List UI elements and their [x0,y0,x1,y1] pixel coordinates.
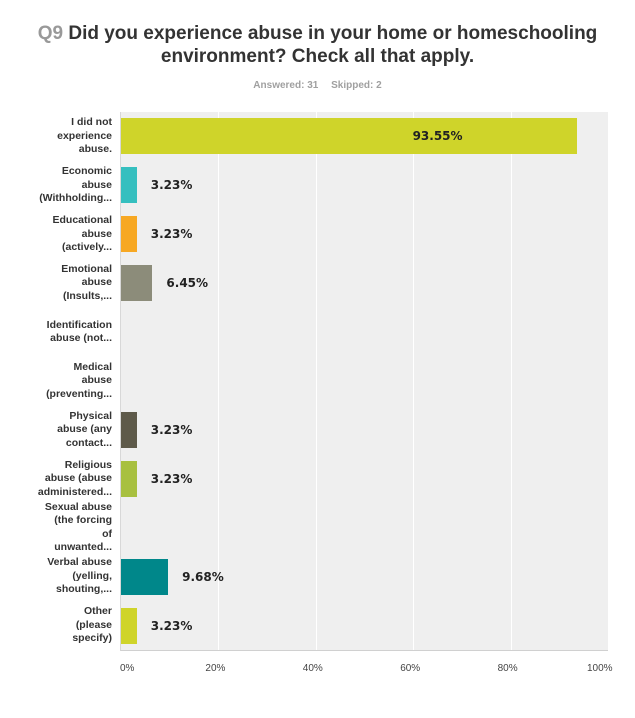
value-label: 3.23% [150,471,193,486]
bar[interactable] [121,411,137,448]
category-label: Identification abuse (not... [46,318,112,345]
question-number: Q9 [37,23,64,44]
bar[interactable] [121,558,169,595]
category-label: Emotional abuse (Insults,... [61,262,112,302]
bar[interactable] [121,167,137,204]
category-label: Other (please specify) [72,605,112,645]
value-label: 3.23% [150,618,193,633]
question-title-line1: Did you experience abuse in your home or… [68,23,598,44]
x-tick-label: 40% [302,663,323,674]
category-label: Verbal abuse (yelling, shouting,... [47,556,112,596]
plot-area: 93.55% 3.23% 3.23% 6.45% 3.23% 3.23% 9.68% 3.23… [120,112,608,651]
question-title-line2: environment? Check all that apply. [160,46,475,67]
category-label: Sexual abuse (the forcing of unwanted... [44,500,112,554]
bar[interactable] [121,460,137,497]
x-tick-label: 60% [400,663,421,674]
x-tick-label: 20% [205,663,226,674]
x-tick-label: 0% [120,663,135,674]
x-tick-label: 100% [587,663,613,674]
category-label: Educational abuse (actively... [52,214,112,254]
response-stats: Answered: 31 Skipped: 2 [0,80,635,91]
gridline [413,112,415,650]
value-label: 93.55% [412,129,463,144]
category-label: Physical abuse (any contact... [57,409,112,449]
category-label: Religious abuse (abuse administered... [37,458,112,498]
value-label: 6.45% [166,276,209,291]
skipped-count: Skipped: 2 [331,80,382,91]
gridline [218,112,220,650]
value-label: 3.23% [150,178,193,193]
bar[interactable] [121,265,153,302]
value-label: 3.23% [150,422,193,437]
category-label: I did not experience abuse. [57,116,112,156]
answered-count: Answered: 31 [253,80,319,91]
category-label: Medical abuse (preventing... [46,360,112,400]
chart-title: Q9 Did you experience abuse in your home… [0,22,635,68]
value-label: 3.23% [150,227,193,242]
bar[interactable] [121,607,137,644]
gridline [510,112,512,650]
x-tick-label: 80% [497,663,518,674]
category-label: Economic abuse (Withholding... [39,165,112,205]
value-label: 9.68% [182,569,224,584]
bar[interactable] [121,118,577,155]
bar[interactable] [121,216,137,253]
gridline [315,112,317,650]
